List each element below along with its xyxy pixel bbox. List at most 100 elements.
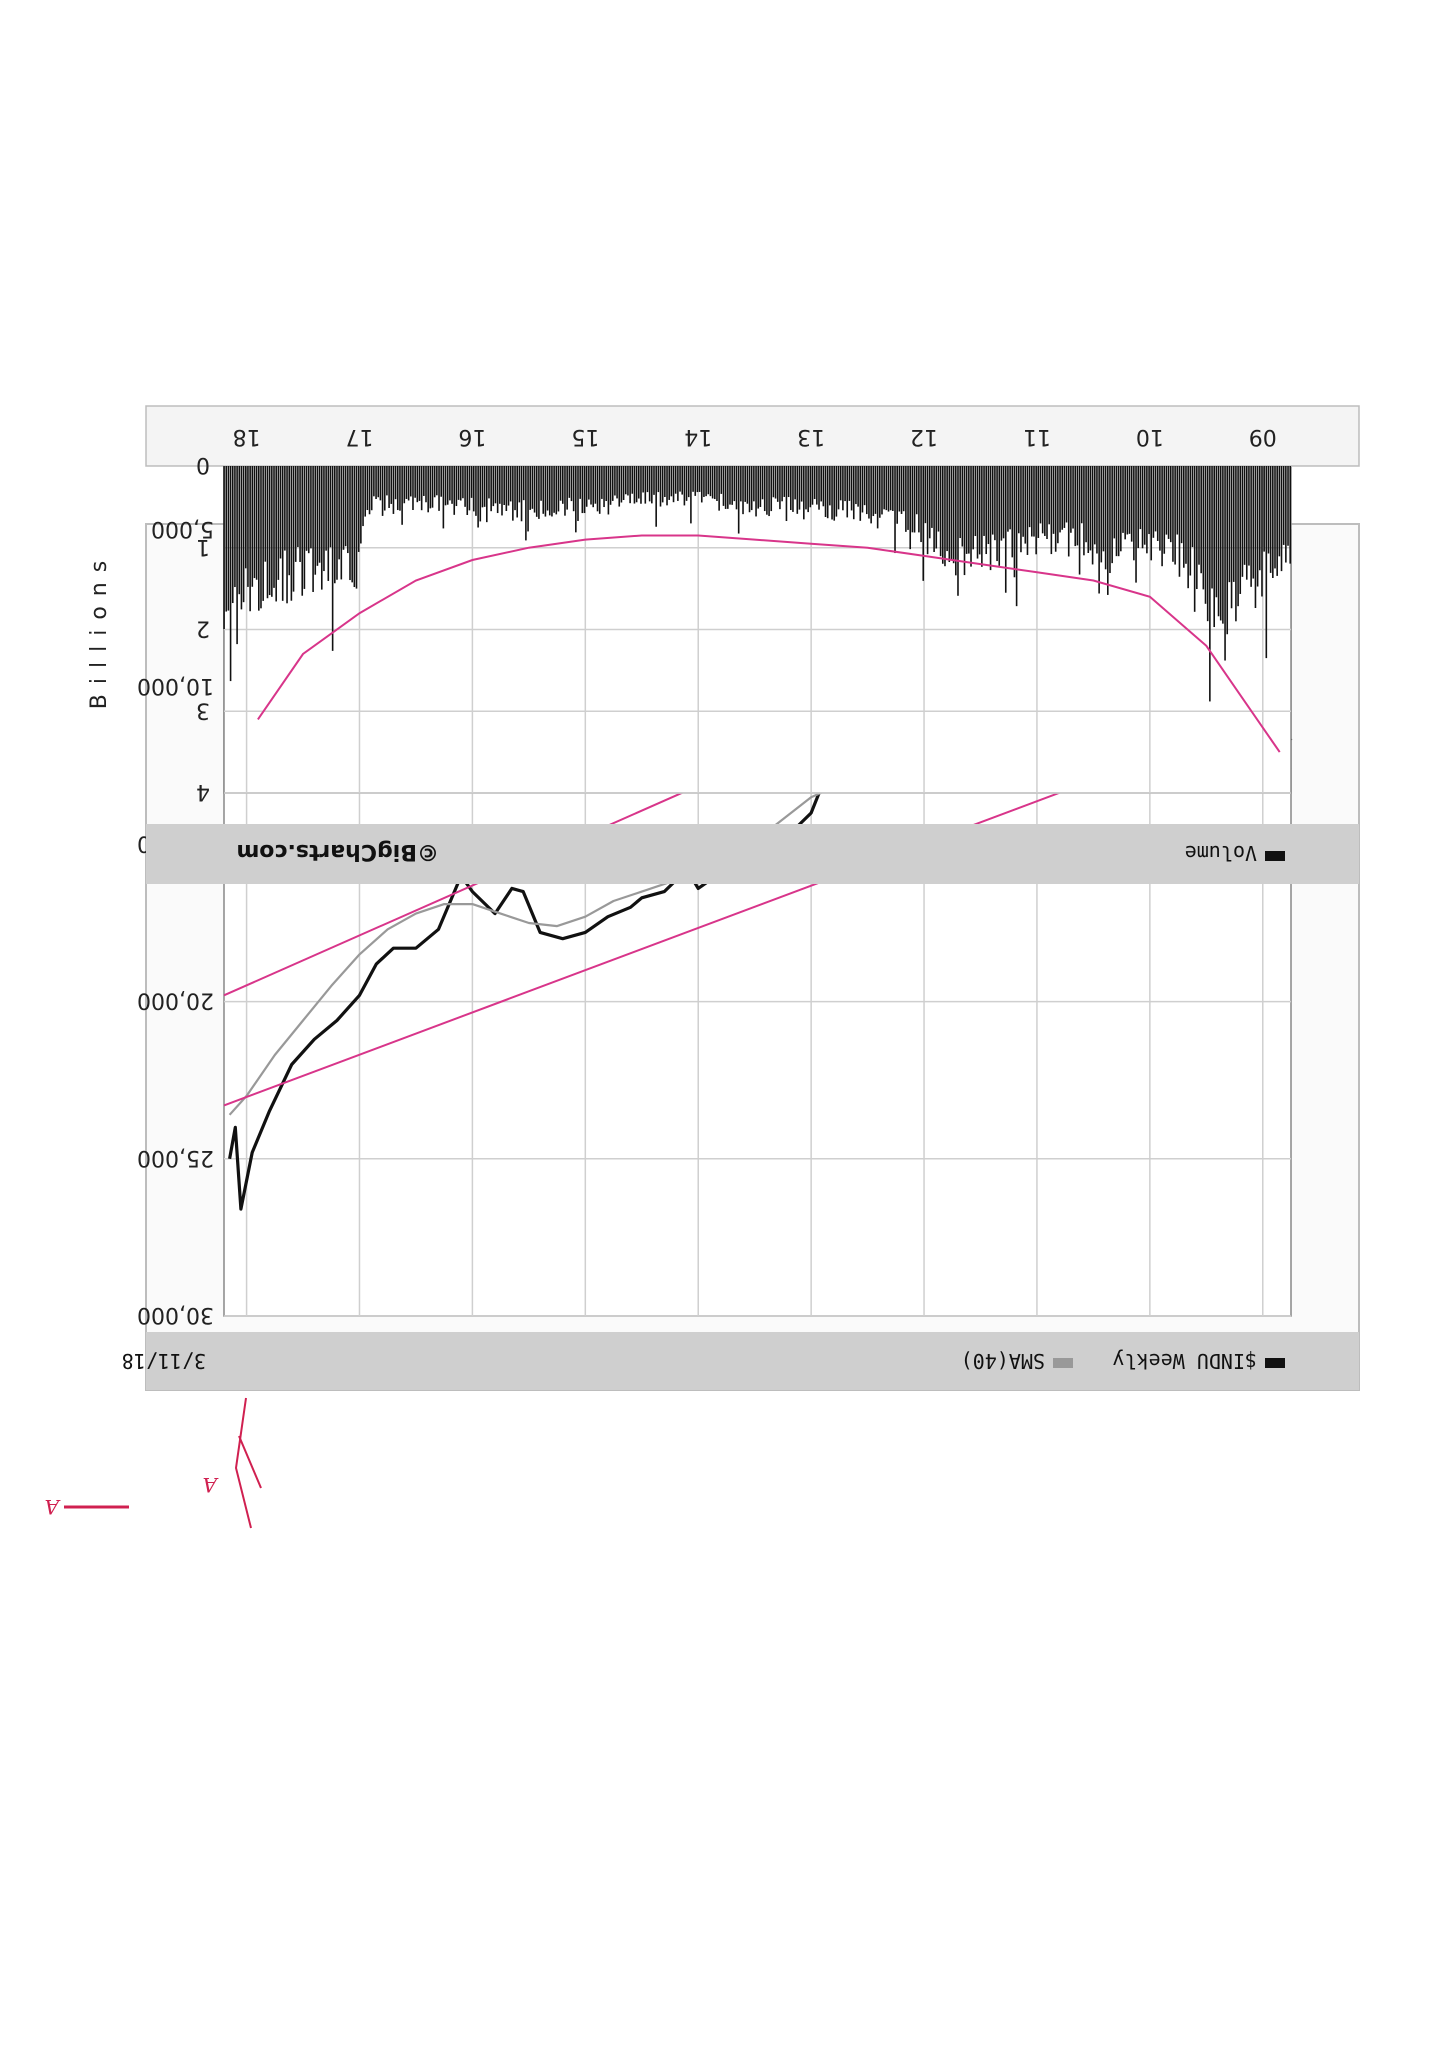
- volume-bar: [564, 466, 566, 516]
- volume-bar: [700, 466, 703, 503]
- volume-bar: [509, 466, 512, 502]
- volume-bar: [1269, 466, 1272, 573]
- volume-bar: [459, 466, 462, 501]
- volume-bar: [670, 466, 673, 497]
- volume-bar: [507, 466, 510, 506]
- handwritten-a-label-small: A: [203, 1473, 219, 1497]
- volume-bar: [472, 466, 475, 512]
- volume-bar: [1052, 466, 1055, 534]
- volume-bar: [429, 466, 432, 509]
- volume-bar: [933, 466, 935, 552]
- legend-label-indu: $INDU Weekly: [1113, 1349, 1258, 1373]
- volume-bar: [1232, 466, 1235, 582]
- volume-bar: [284, 466, 286, 551]
- volume-bar: [653, 466, 655, 495]
- volume-bar: [994, 466, 996, 541]
- volume-bar: [542, 466, 545, 514]
- volume-bar: [1009, 466, 1011, 530]
- volume-bar: [774, 466, 777, 499]
- volume-bar: [566, 466, 568, 510]
- volume-bar: [1198, 466, 1200, 565]
- legend-swatch-volume: [1265, 851, 1285, 861]
- volume-bar: [1137, 466, 1140, 549]
- volume-bar: [1124, 466, 1126, 540]
- volume-bar: [727, 466, 729, 509]
- volume-bar: [1211, 466, 1213, 589]
- volume-bar: [1087, 466, 1090, 553]
- volume-bar: [1172, 466, 1174, 562]
- volume-bar: [568, 466, 571, 498]
- volume-bar: [1204, 466, 1207, 604]
- volume-bar: [959, 466, 961, 539]
- volume-bar: [553, 466, 555, 513]
- volume-bar: [900, 466, 903, 514]
- volume-bar: [1028, 466, 1031, 528]
- volume-bar: [247, 466, 249, 587]
- volume-bar: [347, 466, 349, 554]
- volume-bar: [1169, 466, 1172, 543]
- volume-bar: [496, 466, 499, 514]
- volume-bar: [457, 466, 460, 500]
- volume-bar: [846, 466, 849, 518]
- volume-bar: [787, 466, 790, 498]
- volume-bar: [909, 466, 912, 550]
- volume-bar: [1243, 466, 1246, 565]
- volume-bar: [1289, 466, 1291, 564]
- volume-bar: [844, 466, 846, 502]
- volume-bar: [915, 466, 918, 515]
- volume-bar: [407, 466, 410, 501]
- volume-bar: [1135, 466, 1137, 583]
- volume-bar: [1217, 466, 1220, 617]
- volume-bar: [399, 466, 401, 511]
- volume-bar: [991, 466, 994, 535]
- volume-bar: [1156, 466, 1159, 541]
- volume-bar: [1093, 466, 1096, 545]
- volume-bar: [258, 466, 260, 611]
- volume-bar: [1085, 466, 1087, 543]
- volume-bar: [759, 466, 762, 507]
- volume-bar: [1276, 466, 1278, 576]
- volume-bar: [551, 466, 553, 517]
- price-y-tick-label: 20,000: [137, 988, 214, 1013]
- volume-bar: [1015, 466, 1018, 607]
- volume-bar: [737, 466, 740, 534]
- volume-bar: [1178, 466, 1181, 577]
- volume-bar: [931, 466, 933, 528]
- volume-bar: [1154, 466, 1157, 532]
- volume-bar: [664, 466, 666, 498]
- volume-bar: [698, 466, 701, 492]
- volume-bar: [681, 466, 684, 495]
- volume-bar: [436, 466, 438, 496]
- volume-bar: [735, 466, 738, 510]
- volume-bar: [318, 466, 321, 563]
- volume-bar: [533, 466, 536, 513]
- volume-bar: [963, 466, 966, 576]
- volume-bar: [1139, 466, 1142, 530]
- volume-bar: [1109, 466, 1111, 574]
- volume-bar: [1237, 466, 1239, 607]
- volume-bar: [742, 466, 744, 515]
- volume-bar: [299, 466, 301, 562]
- volume-bar: [642, 466, 644, 493]
- volume-bar: [965, 466, 968, 554]
- volume-bar: [983, 466, 985, 536]
- volume-bar: [1148, 466, 1150, 535]
- bigcharts-watermark: ©BigCharts.com: [236, 839, 439, 864]
- volume-bar: [839, 466, 842, 501]
- volume-bar: [763, 466, 766, 512]
- volume-bar: [1180, 466, 1183, 544]
- volume-bar: [1102, 466, 1105, 552]
- volume-bar: [1163, 466, 1166, 554]
- volume-bar: [761, 466, 764, 500]
- volume-bar: [572, 466, 575, 512]
- volume-bar: [481, 466, 484, 508]
- volume-bar: [772, 466, 775, 498]
- volume-bar: [355, 466, 358, 589]
- volume-bar: [926, 466, 929, 555]
- volume-bar: [946, 466, 948, 552]
- volume-bar: [494, 466, 497, 504]
- volume-bar: [1089, 466, 1092, 551]
- volume-bar: [985, 466, 988, 555]
- volume-bar: [403, 466, 406, 504]
- volume-bar: [535, 466, 538, 517]
